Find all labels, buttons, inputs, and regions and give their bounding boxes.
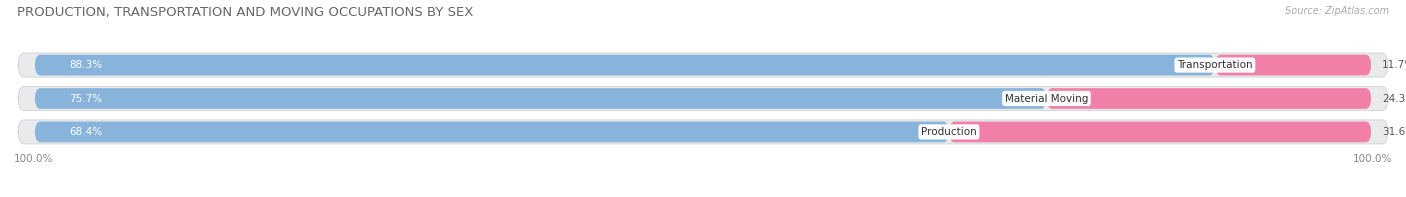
FancyBboxPatch shape xyxy=(35,88,1046,109)
FancyBboxPatch shape xyxy=(18,120,1388,144)
Text: Source: ZipAtlas.com: Source: ZipAtlas.com xyxy=(1285,6,1389,16)
Text: 88.3%: 88.3% xyxy=(69,60,103,70)
Text: 24.3%: 24.3% xyxy=(1382,94,1406,103)
Text: 75.7%: 75.7% xyxy=(69,94,103,103)
Text: Transportation: Transportation xyxy=(1177,60,1253,70)
FancyBboxPatch shape xyxy=(1215,55,1371,75)
FancyBboxPatch shape xyxy=(18,53,1388,77)
Text: 100.0%: 100.0% xyxy=(1353,154,1392,164)
Text: Material Moving: Material Moving xyxy=(1005,94,1088,103)
Text: Production: Production xyxy=(921,127,977,137)
Text: PRODUCTION, TRANSPORTATION AND MOVING OCCUPATIONS BY SEX: PRODUCTION, TRANSPORTATION AND MOVING OC… xyxy=(17,6,474,19)
Text: 68.4%: 68.4% xyxy=(69,127,103,137)
Text: 31.6%: 31.6% xyxy=(1382,127,1406,137)
FancyBboxPatch shape xyxy=(18,86,1388,111)
FancyBboxPatch shape xyxy=(949,122,1371,142)
Text: 100.0%: 100.0% xyxy=(14,154,53,164)
FancyBboxPatch shape xyxy=(35,122,949,142)
FancyBboxPatch shape xyxy=(35,55,1215,75)
FancyBboxPatch shape xyxy=(1046,88,1371,109)
Text: 11.7%: 11.7% xyxy=(1382,60,1406,70)
